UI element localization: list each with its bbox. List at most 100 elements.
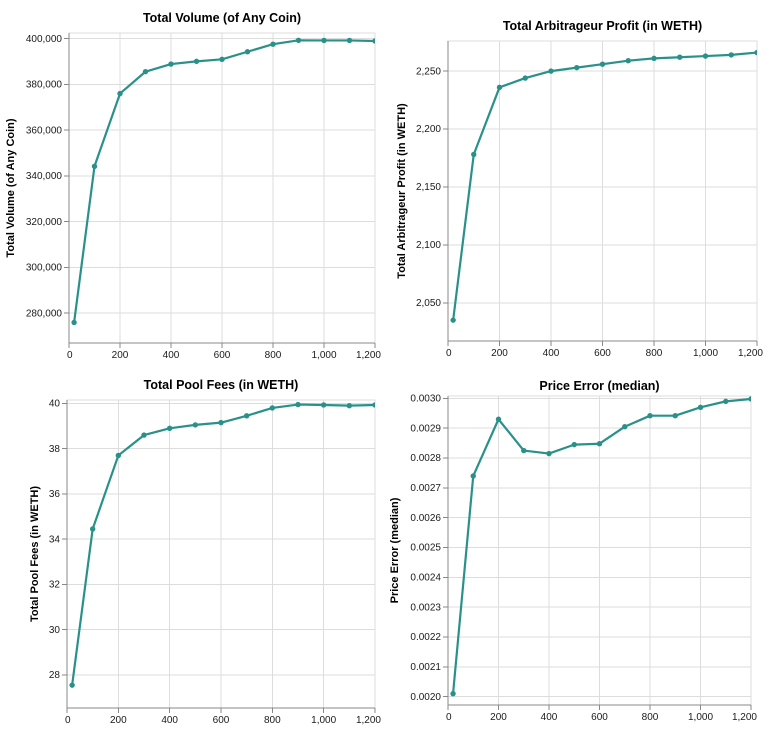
svg-text:0.0029: 0.0029	[410, 423, 441, 434]
svg-text:0.0028: 0.0028	[410, 453, 441, 464]
svg-text:600: 600	[214, 350, 231, 361]
svg-text:0: 0	[446, 712, 452, 723]
data-point-marker	[647, 412, 653, 419]
line-series	[450, 49, 757, 323]
svg-text:0.0022: 0.0022	[410, 632, 441, 643]
data-point-marker	[321, 37, 327, 44]
svg-text:1,200: 1,200	[356, 350, 381, 361]
data-point-marker	[295, 37, 302, 44]
axes	[62, 400, 376, 713]
svg-text:2,050: 2,050	[416, 298, 441, 309]
y-axis-title: Total Pool Fees (in WETH)	[29, 486, 41, 622]
svg-text:1,200: 1,200	[738, 348, 763, 359]
svg-text:200: 200	[112, 350, 129, 361]
data-point-marker	[522, 75, 528, 81]
data-point-marker	[91, 163, 98, 169]
svg-text:340,000: 340,000	[26, 171, 63, 182]
data-point-marker	[142, 68, 149, 75]
data-point-marker	[748, 396, 751, 402]
x-tick-labels: 0 200 400 600 800 1,000 1,200	[446, 348, 763, 359]
data-point-marker	[599, 61, 606, 67]
data-point-marker	[546, 450, 552, 457]
y-tick-labels: 2,050 2,100 2,150 2,200 2,250	[416, 66, 441, 309]
data-point-marker	[193, 58, 200, 65]
gridlines	[66, 400, 376, 708]
data-point-marker	[244, 49, 251, 55]
svg-text:2,250: 2,250	[416, 66, 441, 77]
svg-text:400: 400	[543, 348, 560, 359]
svg-text:2,150: 2,150	[416, 182, 441, 193]
x-tick-labels: 0 200 400 600 800 1,000 1,200	[446, 712, 757, 723]
y-tick-labels: 280,000 300,000 320,000 340,000 360,000 380,0…	[26, 34, 63, 319]
data-point-marker	[622, 424, 628, 430]
line-series	[71, 37, 375, 326]
data-point-marker	[677, 54, 683, 60]
data-point-marker	[346, 37, 353, 44]
y-tick-labels: 0.0020 0.0021 0.0022 0.0023 0.0024 0.0025 0.00…	[410, 394, 441, 703]
svg-text:0.0026: 0.0026	[410, 513, 441, 524]
chart-title: Total Arbitrageur Profit (in WETH)	[502, 19, 703, 33]
svg-text:320,000: 320,000	[26, 217, 63, 228]
data-point-marker	[89, 526, 96, 532]
data-point-marker	[243, 413, 250, 419]
data-point-marker	[596, 441, 603, 447]
data-point-marker	[651, 55, 657, 62]
chart-title: Price Error (median)	[539, 379, 660, 393]
data-point-marker	[728, 52, 734, 58]
data-point-marker	[270, 41, 276, 47]
svg-text:200: 200	[491, 348, 508, 359]
chart-title: Total Pool Fees (in WETH)	[143, 378, 299, 392]
data-point-marker	[574, 64, 580, 71]
svg-text:1,200: 1,200	[356, 715, 381, 726]
svg-text:0: 0	[446, 348, 452, 359]
gridlines	[447, 41, 758, 341]
svg-text:800: 800	[265, 350, 282, 361]
svg-text:600: 600	[591, 712, 608, 723]
svg-text:0.0020: 0.0020	[410, 692, 441, 703]
svg-text:280,000: 280,000	[26, 308, 63, 319]
svg-text:200: 200	[110, 715, 127, 726]
data-point-marker	[71, 319, 77, 326]
data-point-marker	[471, 151, 477, 158]
data-point-marker	[702, 53, 709, 59]
data-point-marker	[548, 68, 554, 74]
data-point-marker	[320, 402, 327, 408]
svg-text:380,000: 380,000	[26, 80, 63, 91]
svg-text:1,000: 1,000	[311, 715, 336, 726]
line-series	[450, 396, 751, 697]
svg-text:38: 38	[49, 444, 61, 455]
data-point-marker	[372, 402, 375, 408]
data-point-marker	[269, 405, 276, 411]
arbitrageur-profit-plot: 2,050 2,100 2,150 2,200 2,250 0 200 400 600 800 1,…	[396, 40, 763, 359]
x-tick-labels: 0 200 400 600 800 1,000 1,200	[65, 715, 381, 726]
svg-text:800: 800	[264, 715, 281, 726]
svg-text:28: 28	[49, 670, 61, 681]
data-point-marker	[168, 61, 174, 67]
svg-text:360,000: 360,000	[26, 125, 63, 136]
svg-text:1,000: 1,000	[311, 350, 336, 361]
svg-text:400: 400	[161, 715, 178, 726]
data-point-marker	[450, 317, 456, 323]
svg-text:200: 200	[490, 712, 507, 723]
data-point-marker	[521, 447, 527, 454]
chart-arbitrageur-profit: Total Arbitrageur Profit (in WETH) 2,050…	[383, 0, 765, 365]
x-tick-labels: 0 200 400 600 800 1,000 1,200	[67, 350, 381, 361]
svg-text:36: 36	[49, 489, 61, 500]
svg-text:40: 40	[49, 399, 61, 410]
data-point-marker	[346, 402, 353, 409]
y-axis-title: Price Error (median)	[389, 497, 401, 603]
data-point-marker	[218, 419, 224, 426]
svg-text:400: 400	[541, 712, 558, 723]
data-point-marker	[496, 84, 503, 91]
svg-text:1,000: 1,000	[693, 348, 718, 359]
svg-text:0.0025: 0.0025	[410, 543, 441, 554]
data-point-marker	[166, 425, 173, 431]
data-point-marker	[450, 690, 456, 697]
svg-text:0: 0	[65, 715, 71, 726]
chart-title: Total Volume (of Any Coin)	[142, 11, 302, 25]
y-axis-title: Total Volume (of Any Coin)	[5, 118, 17, 257]
chart-price-error: Price Error (median) 0.0020 0.0021 0.0022 0…	[383, 365, 765, 729]
data-point-marker	[571, 441, 577, 448]
svg-text:32: 32	[49, 580, 61, 591]
